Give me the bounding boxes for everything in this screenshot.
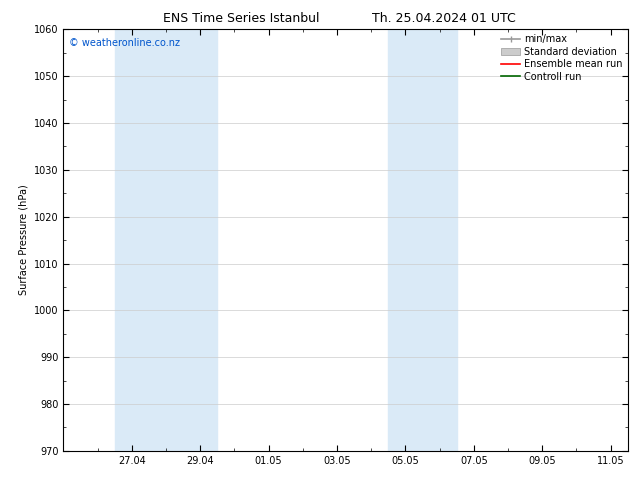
Text: Th. 25.04.2024 01 UTC: Th. 25.04.2024 01 UTC xyxy=(372,12,515,25)
Legend: min/max, Standard deviation, Ensemble mean run, Controll run: min/max, Standard deviation, Ensemble me… xyxy=(498,31,626,84)
Text: © weatheronline.co.nz: © weatheronline.co.nz xyxy=(69,38,180,48)
Text: ENS Time Series Istanbul: ENS Time Series Istanbul xyxy=(163,12,319,25)
Bar xyxy=(388,29,456,451)
Y-axis label: Surface Pressure (hPa): Surface Pressure (hPa) xyxy=(18,185,29,295)
Bar xyxy=(115,29,217,451)
